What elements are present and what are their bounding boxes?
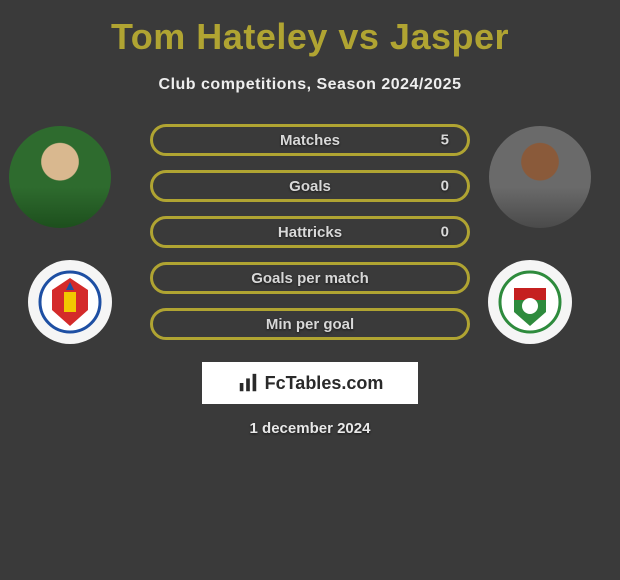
stat-row: Hattricks 0 <box>150 216 470 248</box>
club-badge-right <box>488 260 572 344</box>
subtitle: Club competitions, Season 2024/2025 <box>0 76 620 94</box>
stat-value-right: 0 <box>441 178 449 195</box>
stat-label: Goals per match <box>251 270 369 287</box>
date-label: 1 december 2024 <box>0 420 620 437</box>
branding-text: FcTables.com <box>265 373 384 394</box>
stat-value-right: 5 <box>441 132 449 149</box>
branding-box[interactable]: FcTables.com <box>202 362 418 404</box>
stat-row: Min per goal <box>150 308 470 340</box>
player-avatar-right <box>489 126 591 228</box>
player-avatar-left <box>9 126 111 228</box>
stat-label: Goals <box>289 178 331 195</box>
club-crest-icon <box>498 270 562 334</box>
stat-label: Hattricks <box>278 224 342 241</box>
page-title: Tom Hateley vs Jasper <box>0 16 620 58</box>
stat-row: Matches 5 <box>150 124 470 156</box>
bar-chart-icon <box>237 372 259 394</box>
avatar-image <box>9 126 111 228</box>
avatar-image <box>489 126 591 228</box>
stat-label: Min per goal <box>266 316 354 333</box>
stat-label: Matches <box>280 132 340 149</box>
club-badge-left <box>28 260 112 344</box>
club-crest-icon <box>38 270 102 334</box>
stat-row: Goals per match <box>150 262 470 294</box>
stat-value-right: 0 <box>441 224 449 241</box>
stat-row: Goals 0 <box>150 170 470 202</box>
